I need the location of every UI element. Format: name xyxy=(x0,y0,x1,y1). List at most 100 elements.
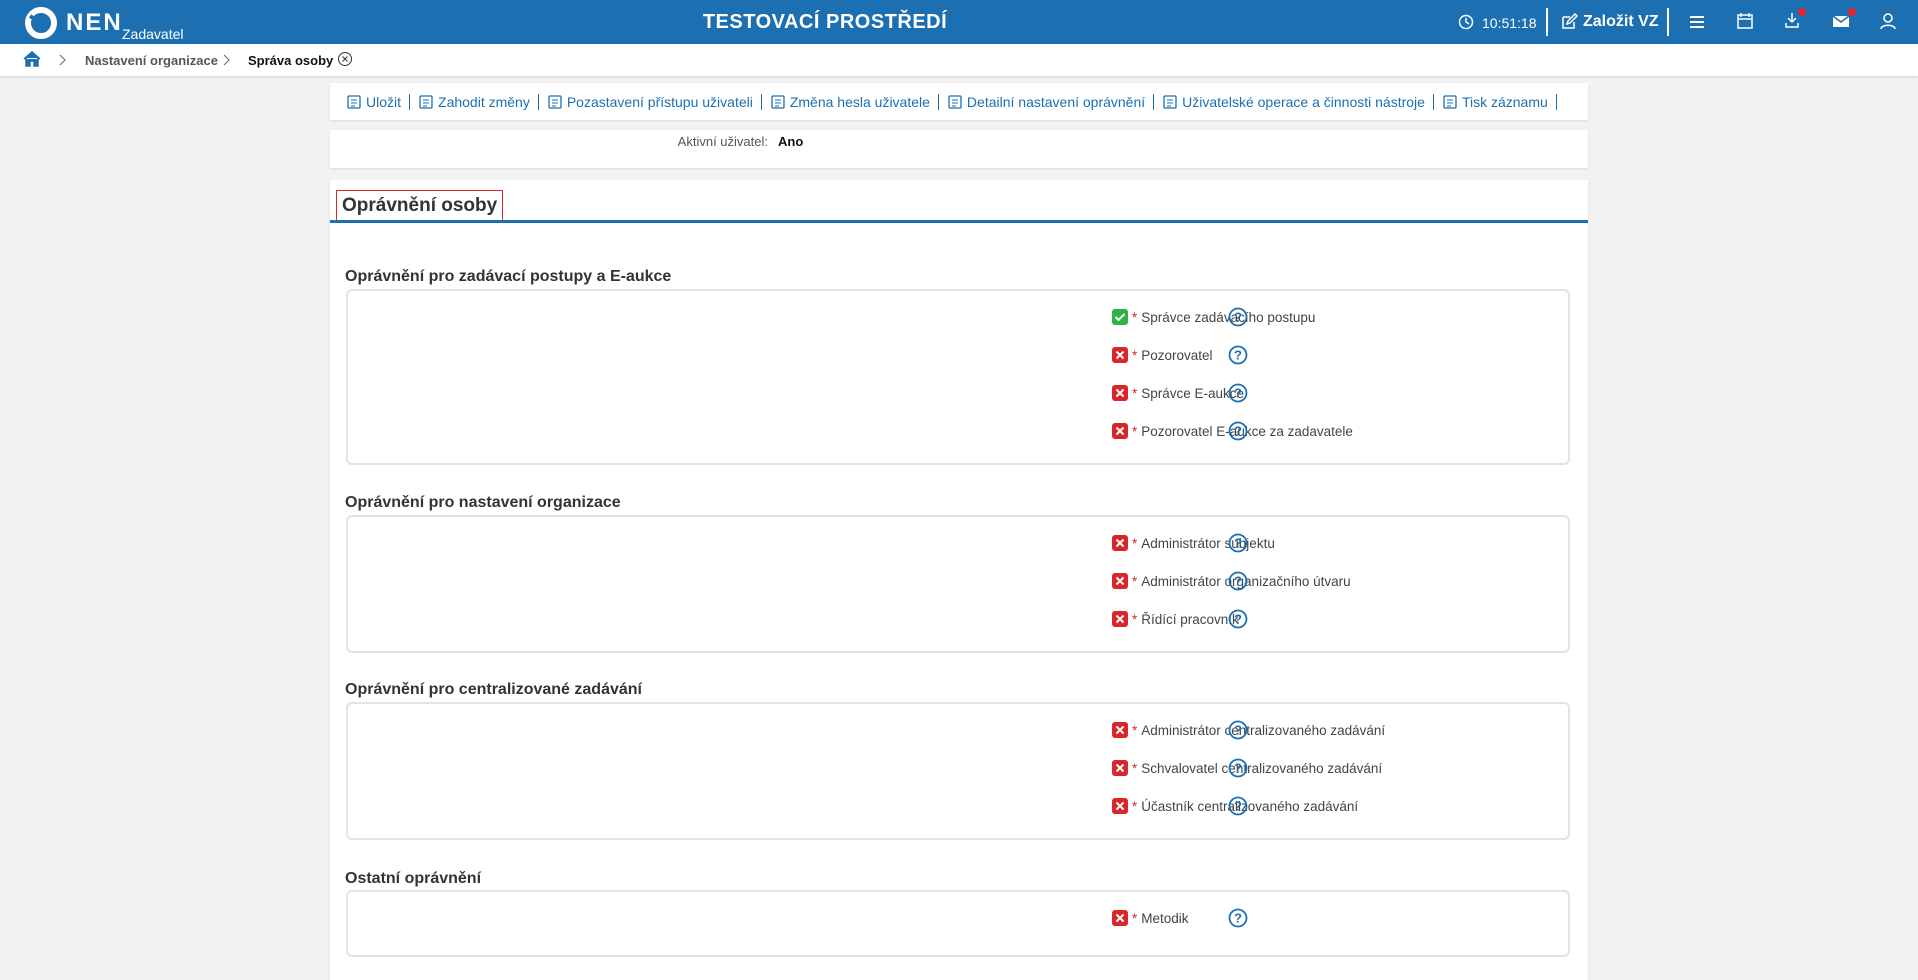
help-icon[interactable]: ? xyxy=(1228,383,1248,403)
required-mark: * xyxy=(1132,722,1138,738)
breadcrumb-current: Správa osoby xyxy=(248,53,334,68)
permission-label: Pozorovatel xyxy=(1141,347,1213,363)
breadcrumb: Nastavení organizace Správa osoby xyxy=(0,44,1918,76)
logo-text: NEN xyxy=(66,9,123,36)
svg-text:?: ? xyxy=(1234,310,1242,325)
permissions-section: Oprávnění osoby Oprávnění pro zadávací p… xyxy=(330,180,1588,980)
permission-label: Schvalovatel centralizovaného zadávání xyxy=(1141,760,1383,776)
group-box xyxy=(346,289,1570,465)
edit-icon[interactable] xyxy=(1560,13,1578,31)
help-icon[interactable]: ? xyxy=(1228,796,1248,816)
denied-icon xyxy=(1112,910,1128,926)
denied-icon xyxy=(1112,423,1128,439)
toolbar-button[interactable]: Uživatelské operace a činnosti nástroje xyxy=(1154,93,1434,110)
toolbar-button[interactable]: Pozastavení přístupu uživateli xyxy=(539,93,762,110)
required-mark: * xyxy=(1132,535,1138,551)
permission-label: Účastník centralizovaného zadávání xyxy=(1141,798,1359,814)
toolbar-label: Pozastavení přístupu uživateli xyxy=(566,93,753,110)
toolbar-button[interactable]: Zahodit změny xyxy=(410,93,539,110)
toolbar-icon xyxy=(419,94,433,109)
permission-label: Správce E-aukce xyxy=(1141,385,1245,401)
required-mark: * xyxy=(1132,760,1138,776)
group-heading: Oprávnění pro nastavení organizace xyxy=(345,494,621,511)
required-mark: * xyxy=(1132,798,1138,814)
svg-text:?: ? xyxy=(1234,911,1242,926)
permission-label: Metodik xyxy=(1141,910,1189,926)
help-icon[interactable]: ? xyxy=(1228,720,1248,740)
permission-row: * Účastník centralizovaného zadávání xyxy=(1111,796,1358,816)
help-icon[interactable]: ? xyxy=(1228,307,1248,327)
denied-icon xyxy=(1112,573,1128,589)
field-value: Ano xyxy=(778,134,804,149)
create-button[interactable]: Založit VZ xyxy=(1583,13,1659,30)
required-mark: * xyxy=(1132,309,1138,325)
svg-text:?: ? xyxy=(1234,424,1242,439)
svg-text:?: ? xyxy=(1234,386,1242,401)
group-heading: Oprávnění pro zadávací postupy a E-aukce xyxy=(345,268,672,285)
denied-icon xyxy=(1112,722,1128,738)
denied-icon xyxy=(1112,760,1128,776)
help-icon[interactable]: ? xyxy=(1228,758,1248,778)
help-icon[interactable]: ? xyxy=(1228,345,1248,365)
toolbar-label: Změna hesla uživatele xyxy=(789,93,930,110)
home-icon[interactable] xyxy=(23,50,41,68)
permission-row: * Správce E-aukce xyxy=(1111,383,1244,403)
toolbar-button[interactable]: Tisk záznamu xyxy=(1434,93,1557,110)
denied-icon xyxy=(1112,385,1128,401)
group-box xyxy=(346,515,1570,653)
help-icon[interactable]: ? xyxy=(1228,571,1248,591)
required-mark: * xyxy=(1132,347,1138,363)
calendar-icon[interactable] xyxy=(1736,12,1754,30)
permission-row: * Schvalovatel centralizovaného zadávání xyxy=(1111,758,1382,778)
toolbar-icon xyxy=(1163,94,1177,109)
section-title: Oprávnění osoby xyxy=(336,190,504,221)
permission-label: Řídící pracovník xyxy=(1141,611,1239,627)
svg-text:?: ? xyxy=(1234,799,1242,814)
download-icon[interactable] xyxy=(1783,8,1807,32)
breadcrumb-link[interactable]: Nastavení organizace xyxy=(85,53,218,68)
denied-icon xyxy=(1112,347,1128,363)
required-mark: * xyxy=(1132,385,1138,401)
help-icon[interactable]: ? xyxy=(1228,908,1248,928)
granted-icon xyxy=(1112,309,1128,325)
section-underline xyxy=(330,220,1588,223)
mail-icon[interactable] xyxy=(1831,8,1857,32)
group-heading: Ostatní oprávnění xyxy=(345,870,482,887)
permission-row: * Administrátor centralizovaného zadávání xyxy=(1111,720,1385,740)
denied-icon xyxy=(1112,535,1128,551)
clock-icon xyxy=(1458,14,1474,30)
permission-label: Administrátor centralizovaného zadávání xyxy=(1141,722,1386,738)
denied-icon xyxy=(1112,798,1128,814)
close-tab-icon[interactable] xyxy=(337,51,353,67)
help-icon[interactable]: ? xyxy=(1228,421,1248,441)
svg-text:?: ? xyxy=(1234,348,1242,363)
denied-icon xyxy=(1112,611,1128,627)
help-icon[interactable]: ? xyxy=(1228,609,1248,629)
toolbar-button[interactable]: Změna hesla uživatele xyxy=(762,93,939,110)
logo-subtitle: Zadavatel xyxy=(122,26,184,42)
help-icon[interactable]: ? xyxy=(1228,533,1248,553)
clock-time: 10:51:18 xyxy=(1482,15,1537,31)
active-user-panel: Aktivní uživatel: Ano xyxy=(330,130,1588,168)
toolbar: Uložit Zahodit změny Pozastavení přístupu … xyxy=(330,83,1588,120)
toolbar-button[interactable]: Uložit xyxy=(338,93,411,110)
svg-text:?: ? xyxy=(1234,612,1242,627)
required-mark: * xyxy=(1132,910,1138,926)
permission-label: Správce zadávacího postupu xyxy=(1141,309,1316,325)
permission-label: Administrátor subjektu xyxy=(1141,535,1275,551)
env-title: TESTOVACÍ PROSTŘEDÍ xyxy=(702,11,948,33)
toolbar-label: Tisk záznamu xyxy=(1461,93,1548,110)
required-mark: * xyxy=(1132,611,1138,627)
toolbar-button[interactable]: Detailní nastavení oprávnění xyxy=(939,93,1155,110)
user-icon[interactable] xyxy=(1879,12,1897,30)
field-label: Aktivní uživatel: xyxy=(677,134,768,149)
chevron xyxy=(59,54,66,66)
menu-icon[interactable] xyxy=(1688,13,1706,31)
required-mark: * xyxy=(1132,573,1138,589)
separator xyxy=(1667,8,1669,36)
permission-row: * Metodik xyxy=(1111,908,1189,928)
required-mark: * xyxy=(1132,423,1138,439)
svg-text:?: ? xyxy=(1234,761,1242,776)
permission-row: * Pozorovatel xyxy=(1111,345,1213,365)
